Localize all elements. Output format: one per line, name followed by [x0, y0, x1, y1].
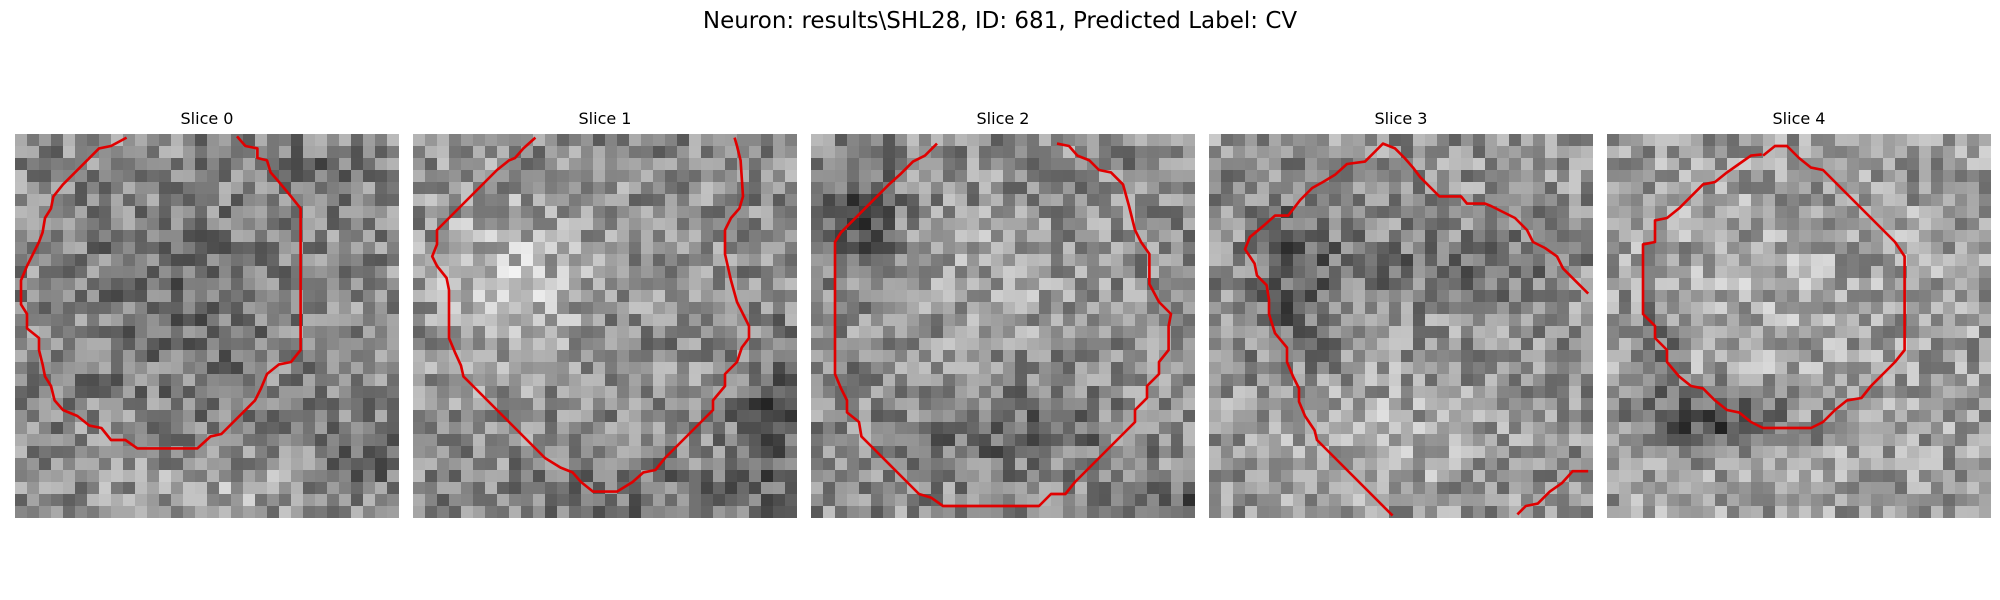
- slice-image-4: [1607, 134, 1991, 518]
- slice-title-1: Slice 1: [578, 109, 632, 128]
- contour-line: [19, 135, 302, 450]
- pixel-grid: [1607, 134, 1991, 518]
- slice-title-4: Slice 4: [1772, 109, 1826, 128]
- contour-line: [833, 142, 1173, 508]
- slice-image-2: [811, 134, 1195, 518]
- slice-image-3: [1209, 134, 1593, 518]
- contour-line: [1243, 142, 1590, 517]
- figure-title: Neuron: results\SHL28, ID: 681, Predicte…: [702, 8, 1298, 34]
- slice-image-0: [15, 134, 399, 518]
- slice-title-3: Slice 3: [1374, 109, 1428, 128]
- slice-title-0: Slice 0: [180, 109, 234, 128]
- contour-line: [430, 136, 751, 493]
- slice-title-2: Slice 2: [976, 109, 1030, 128]
- contour-line: [1516, 469, 1589, 516]
- pixel-grid: [413, 134, 797, 518]
- pixel-grid: [811, 134, 1195, 518]
- slice-image-1: [413, 134, 797, 518]
- contour-line: [1641, 144, 1906, 430]
- pixel-grid: [15, 134, 399, 518]
- pixel-grid: [1209, 134, 1593, 518]
